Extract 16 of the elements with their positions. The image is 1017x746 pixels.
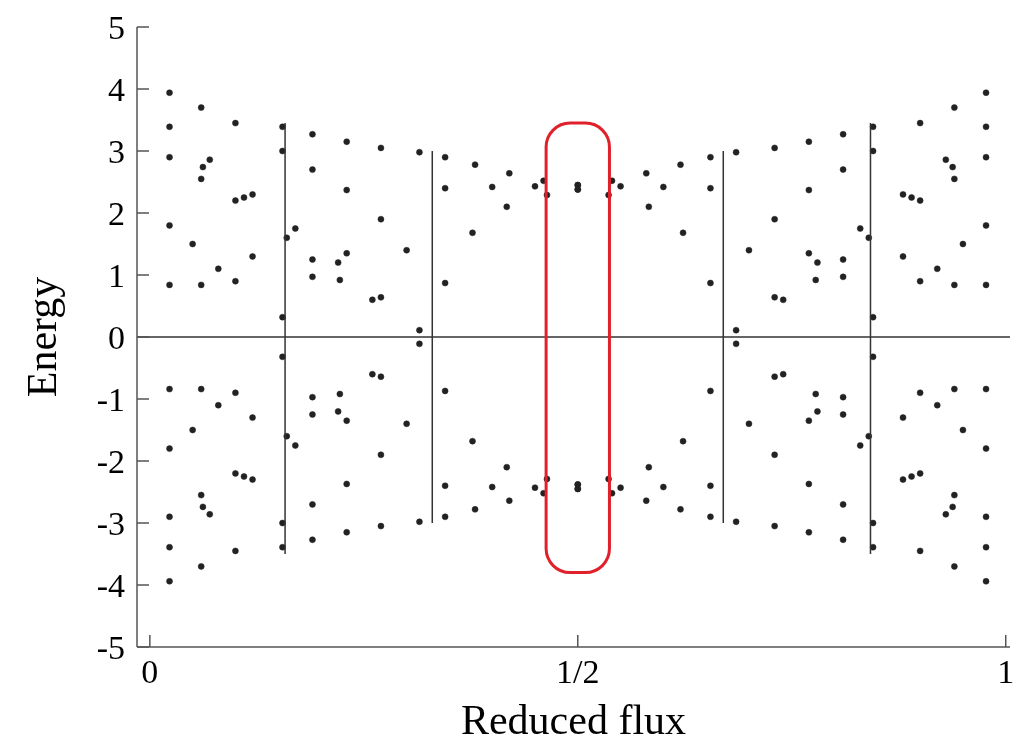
y-tick-label: -3 <box>96 504 125 542</box>
y-tick-label: 4 <box>108 70 125 108</box>
y-tick-label: 2 <box>108 194 125 232</box>
y-tick-label: -1 <box>96 380 125 418</box>
y-tick-label: 5 <box>108 8 125 46</box>
y-tick-label: -4 <box>96 566 125 604</box>
x-tick-label: 1/2 <box>556 653 600 690</box>
x-axis-title: Reduced flux <box>460 697 687 743</box>
y-tick-label: 0 <box>108 318 125 356</box>
x-tick-label: 0 <box>141 653 159 690</box>
y-tick-label: -2 <box>96 442 125 480</box>
y-axis-title: Energy <box>19 276 65 398</box>
y-tick-label: 3 <box>108 132 125 170</box>
x-tick-label: 1 <box>997 653 1015 690</box>
y-tick-label: -5 <box>96 628 125 666</box>
y-tick-label: 1 <box>108 256 125 294</box>
